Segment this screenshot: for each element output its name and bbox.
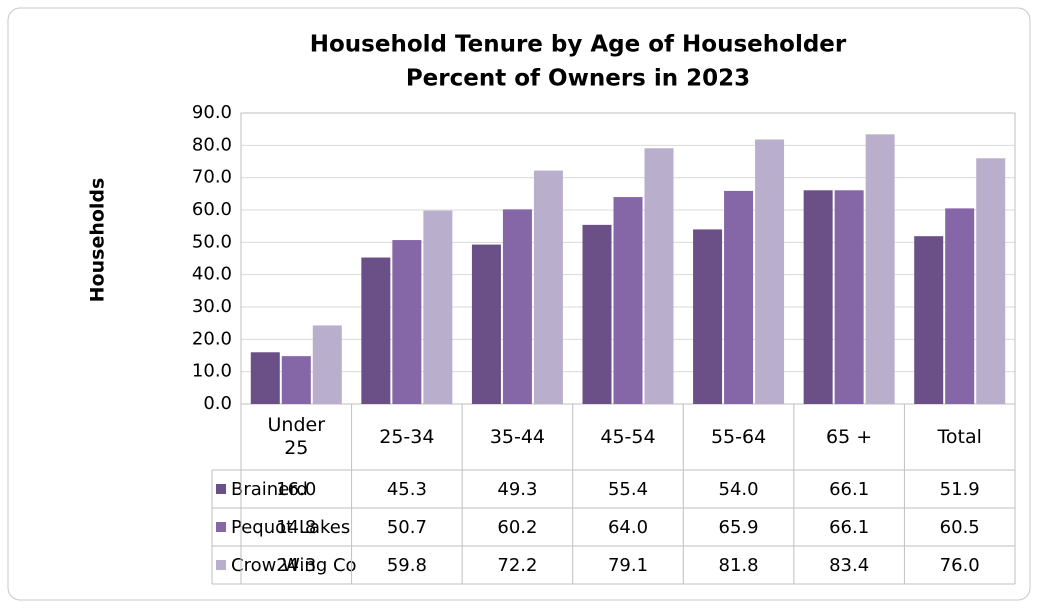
table-cell: 83.4 (829, 555, 869, 576)
table-cell: 65.9 (719, 517, 759, 538)
bar (755, 139, 785, 404)
table-cell: 66.1 (829, 479, 869, 500)
x-tick-label: 25-34 (352, 404, 463, 470)
bar (914, 236, 944, 404)
legend-marker (216, 484, 226, 494)
y-tick-label: 70.0 (192, 167, 232, 188)
bar (312, 325, 342, 404)
legend-label: Pequot Lakes (231, 517, 350, 538)
bar (693, 229, 723, 404)
y-tick-label: 40.0 (192, 264, 232, 285)
y-tick-label: 20.0 (192, 328, 232, 349)
table-cell: 76.0 (940, 555, 980, 576)
bar (471, 244, 501, 404)
bar (865, 134, 895, 404)
table-cell: 24.3 (276, 555, 316, 576)
category-text: 55-64 (710, 425, 767, 448)
x-tick-label: 55-64 (683, 404, 794, 470)
table-cell: 55.4 (608, 479, 648, 500)
y-tick-label: 90.0 (192, 102, 232, 123)
table-cell: 72.2 (497, 555, 537, 576)
bar (361, 257, 391, 404)
bar (803, 190, 833, 404)
table-cell: 45.3 (387, 479, 427, 500)
table-cell: 66.1 (829, 517, 869, 538)
y-axis-label: Households (87, 178, 109, 303)
category-text: 45-54 (600, 425, 656, 448)
bar (945, 208, 975, 404)
table-cell: 59.8 (387, 555, 427, 576)
bar (502, 209, 532, 404)
y-tick-label: 80.0 (192, 134, 232, 155)
table-cell: 51.9 (940, 479, 980, 500)
category-text: 25-34 (379, 425, 435, 448)
x-tick-label: 35-44 (462, 404, 573, 470)
bar (281, 356, 311, 404)
table-cell: 79.1 (608, 555, 648, 576)
legend-label: Brainerd (231, 479, 308, 500)
chart-subtitle: Percent of Owners in 2023 (406, 66, 750, 92)
bar (613, 197, 643, 404)
x-tick-label: Total (904, 404, 1015, 470)
y-tick-label: 60.0 (192, 199, 232, 220)
bar (644, 148, 674, 404)
y-tick-label: 50.0 (192, 231, 232, 252)
x-tick-label: 65 + (794, 404, 905, 470)
legend-marker (216, 522, 226, 532)
x-tick-label: Under 25 (241, 404, 352, 470)
table-cell: 81.8 (719, 555, 759, 576)
table-cell: 60.2 (497, 517, 537, 538)
y-tick-label: 10.0 (192, 361, 232, 382)
bar (834, 190, 864, 404)
table-cell: 16.0 (276, 479, 316, 500)
bar (724, 190, 754, 404)
legend-marker (216, 560, 226, 570)
table-cell: 64.0 (608, 517, 648, 538)
legend-label: Crow Wing Co (231, 555, 357, 576)
y-tick-label: 0.0 (203, 393, 232, 414)
bar (976, 158, 1006, 404)
category-text: Total (937, 425, 982, 448)
table-cell: 60.5 (940, 517, 980, 538)
x-tick-label: 45-54 (573, 404, 684, 470)
table-cell: 49.3 (497, 479, 537, 500)
chart-title: Household Tenure by Age of Householder (310, 32, 847, 58)
bar (582, 224, 612, 404)
bar (392, 240, 422, 404)
table-cell: 50.7 (387, 517, 427, 538)
category-text: 65 + (826, 425, 873, 448)
category-text: 35-44 (489, 425, 546, 448)
category-text: Under 25 (267, 414, 326, 459)
table-cell: 54.0 (719, 479, 759, 500)
y-tick-label: 30.0 (192, 296, 232, 317)
bar (533, 170, 563, 404)
bar (423, 210, 453, 404)
table-cell: 14.8 (276, 517, 316, 538)
bar (250, 352, 280, 404)
